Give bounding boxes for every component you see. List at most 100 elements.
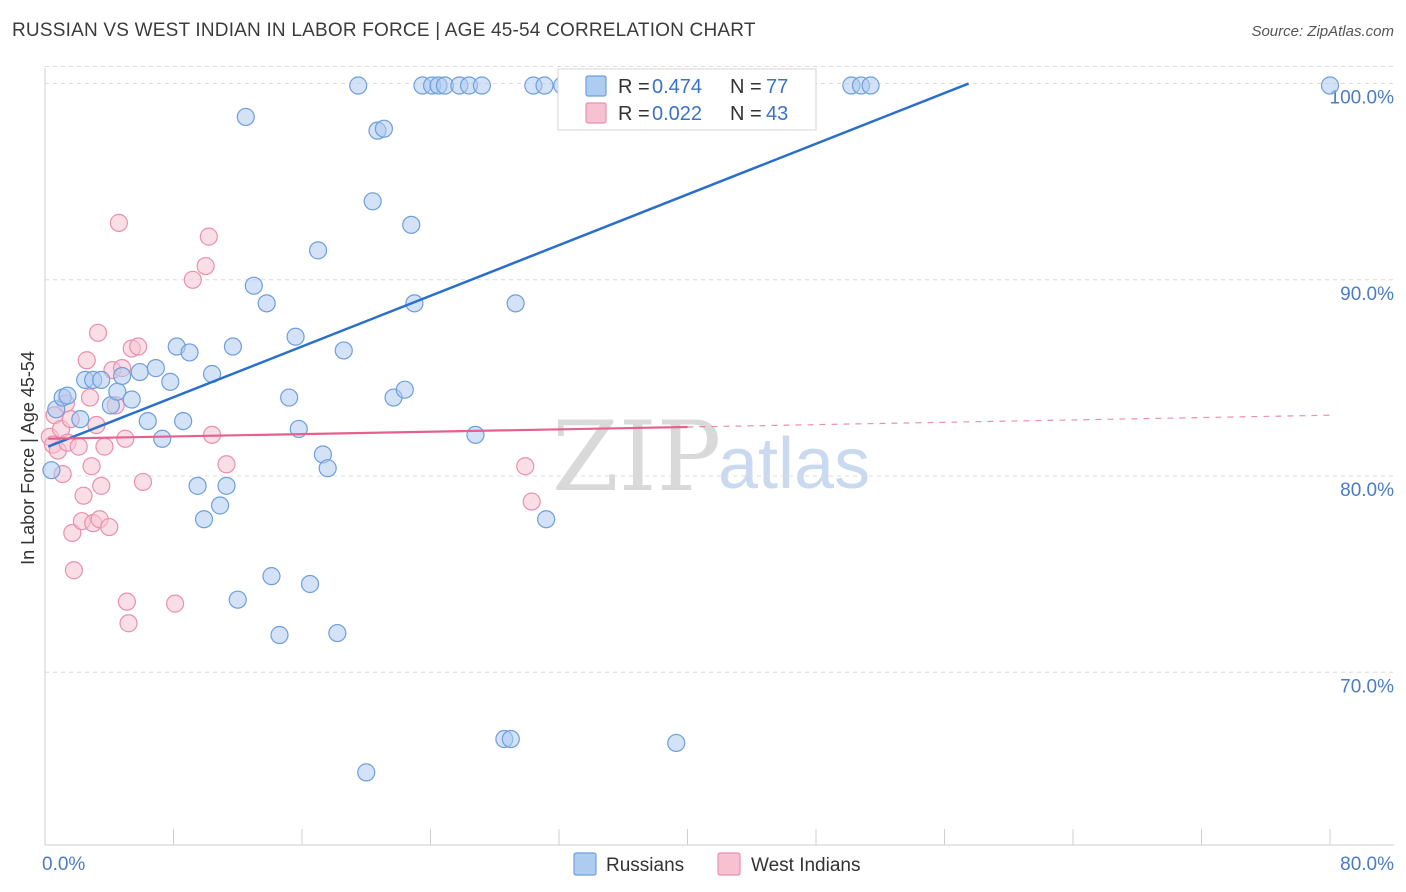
bottom-legend-west-indians: West Indians: [751, 855, 860, 876]
russian-point: [188, 476, 207, 495]
west-indian-point: [116, 429, 135, 448]
russian-point: [537, 510, 556, 529]
y-tick-label: 90.0%: [1340, 284, 1394, 305]
x-tick-max: 80.0%: [1340, 854, 1394, 875]
west-indian-point: [95, 437, 114, 456]
russian-point: [71, 410, 90, 429]
bottom-legend-swatch-russians: [573, 852, 597, 876]
west-indian-point: [88, 323, 108, 342]
west-indian-trend-extension: [687, 414, 1331, 428]
russian-point: [300, 574, 320, 594]
west-indian-point: [119, 614, 138, 633]
legend-n-label-west-indians: N =: [730, 103, 762, 125]
russian-point: [228, 590, 247, 609]
chart-title: RUSSIAN VS WEST INDIAN IN LABOR FORCE | …: [12, 20, 756, 41]
gridlines: [45, 66, 1394, 673]
y-tick-label: 70.0%: [1340, 676, 1394, 697]
y-axis-label: In Labor Force | Age 45-54: [18, 351, 38, 565]
legend-r-label-russians: R =: [618, 76, 650, 98]
russian-point: [357, 763, 376, 782]
russian-point: [318, 459, 337, 478]
legend-n-label-russians: N =: [730, 76, 762, 98]
russian-point: [217, 476, 236, 495]
west-indian-point: [77, 351, 96, 370]
russian-point: [153, 429, 172, 448]
west-indian-point: [217, 455, 236, 474]
russian-point: [58, 386, 77, 405]
west-indian-point: [196, 256, 215, 276]
russian-point: [223, 337, 243, 356]
west-indian-trend-line: [48, 425, 688, 440]
west-indian-point: [109, 213, 128, 232]
west-indian-point: [63, 523, 82, 543]
y-tick-labels: 70.0% 80.0% 90.0% 100.0%: [1330, 88, 1395, 698]
russian-point: [42, 461, 61, 480]
russian-point: [374, 119, 394, 138]
russian-point: [180, 343, 199, 362]
legend-swatch-russians: [585, 75, 607, 97]
russian-point: [501, 729, 520, 749]
russian-point: [402, 215, 421, 234]
west-indian-point: [92, 476, 111, 495]
russian-point: [328, 623, 347, 643]
russian-point: [286, 327, 305, 346]
west-indian-point: [117, 592, 137, 611]
russian-point: [1320, 76, 1340, 95]
west-indian-point: [166, 594, 185, 613]
russian-point: [122, 390, 141, 409]
legend-swatch-west-indians: [585, 102, 607, 124]
west-indian-point: [516, 457, 535, 476]
russian-point: [161, 372, 180, 391]
west-indian-point: [199, 227, 218, 246]
legend-n-value-russians: 77: [766, 76, 788, 98]
russian-point: [363, 192, 382, 211]
watermark-zip: ZIP: [552, 401, 721, 513]
legend-r-label-west-indians: R =: [618, 103, 650, 125]
x-tick-min: 0.0%: [42, 854, 85, 875]
russian-point: [506, 294, 525, 313]
bottom-legend-russians: Russians: [606, 855, 684, 876]
west-indian-point: [69, 437, 88, 456]
west-indian-point: [129, 337, 148, 356]
west-indian-point: [522, 492, 541, 511]
axes: [44, 68, 1394, 846]
russian-point: [466, 425, 485, 444]
legend-r-value-west-indians: 0.022: [652, 103, 702, 125]
trend-lines: [47, 82, 1331, 448]
russian-point: [236, 107, 255, 127]
russian-point: [667, 733, 686, 753]
y-tick-label: 100.0%: [1330, 88, 1395, 109]
russian-point: [92, 370, 111, 389]
legend-r-value-russians: 0.474: [652, 76, 702, 98]
russian-point: [244, 276, 263, 295]
russian-point: [535, 76, 554, 95]
west-indian-point: [64, 561, 84, 580]
west-indian-point: [74, 486, 93, 505]
russian-point: [280, 388, 299, 407]
west-indian-point: [100, 517, 119, 537]
west-indian-point: [183, 270, 202, 289]
west-indian-point: [133, 472, 153, 492]
russian-point: [262, 567, 281, 586]
russian-point: [334, 341, 353, 360]
russian-point: [174, 412, 193, 431]
russian-point: [308, 241, 328, 260]
west-indian-points: [40, 213, 541, 633]
russian-point: [270, 625, 289, 645]
russian-point: [861, 76, 880, 95]
russian-point: [210, 496, 230, 515]
stats-legend: R = 0.474 N = 77 R = 0.022 N = 43: [557, 68, 817, 131]
russian-point: [395, 380, 414, 399]
west-indian-point: [80, 388, 100, 407]
series-legend: Russians West Indians: [573, 852, 860, 876]
russian-point: [138, 412, 157, 431]
russian-point: [130, 362, 149, 382]
source-label: Source: ZipAtlas.com: [1251, 23, 1394, 40]
russian-trend-line: [47, 82, 970, 448]
russian-point: [146, 359, 165, 378]
russian-point: [112, 366, 132, 386]
bottom-legend-swatch-west-indians: [717, 852, 741, 876]
west-indian-point: [82, 457, 101, 476]
watermark-atlas: atlas: [718, 424, 870, 504]
